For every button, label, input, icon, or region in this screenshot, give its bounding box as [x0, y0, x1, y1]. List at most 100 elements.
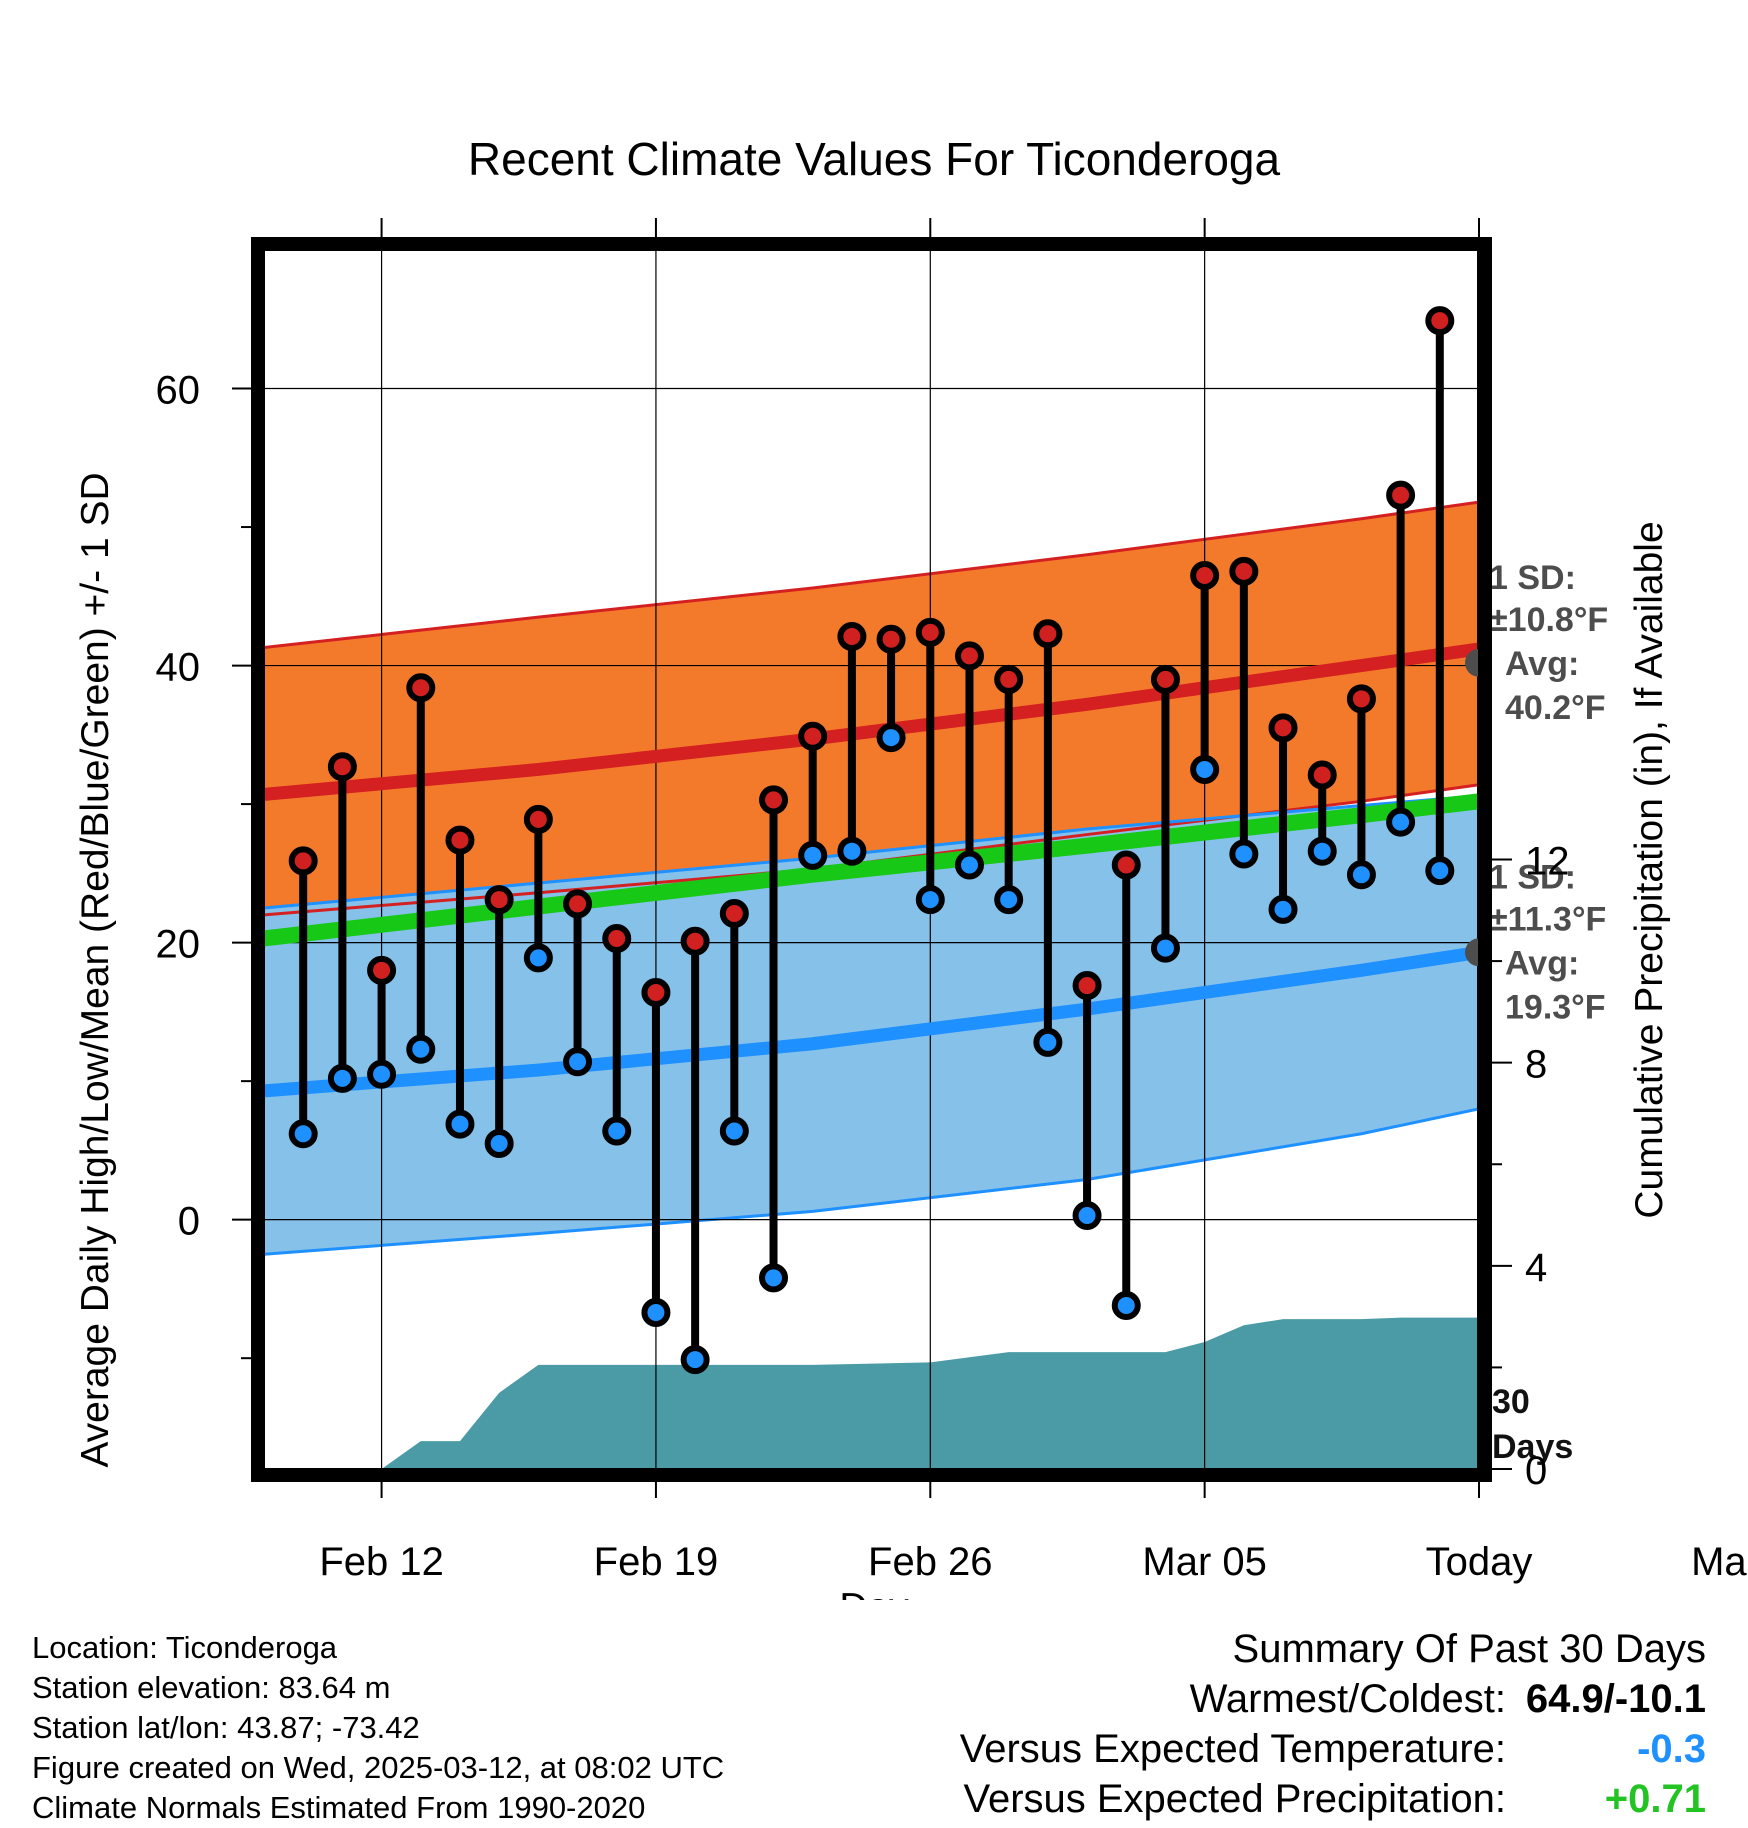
- low-avg-label: Avg:: [1505, 944, 1579, 982]
- climate-chart: Recent Climate Values For Ticonderoga 1 …: [74, 133, 1748, 1600]
- summary-heading: Summary Of Past 30 Days: [1232, 1627, 1706, 1671]
- low-sd-label: 1 SD:: [1489, 858, 1576, 896]
- obs-high-point: [602, 923, 632, 953]
- obs-high-point: [1386, 480, 1416, 510]
- obs-low-point: [954, 850, 984, 880]
- obs-low-point: [1386, 807, 1416, 837]
- days-count: 30: [1492, 1383, 1530, 1421]
- low-avg-value: 19.3°F: [1505, 988, 1606, 1026]
- summary-prcp-label: Versus Expected Precipitation:: [963, 1777, 1506, 1821]
- obs-low-point: [523, 943, 553, 973]
- x-tick-label: Feb 12: [319, 1540, 444, 1584]
- obs-high-point: [1111, 850, 1141, 880]
- plot-area: 1 SD: ±10.8°F Avg: 40.2°F 1 SD: ±11.3°F Avg: 19…: [156, 218, 1748, 1584]
- obs-high-point: [1190, 561, 1220, 591]
- obs-low-point: [1268, 894, 1298, 924]
- station-info: Location: Ticonderoga Station elevation:…: [32, 1628, 724, 1828]
- obs-low-point: [1346, 860, 1376, 890]
- obs-high-point: [915, 617, 945, 647]
- info-latlon: Station lat/lon: 43.87; -73.42: [32, 1710, 420, 1745]
- obs-high-point: [406, 673, 436, 703]
- obs-high-point: [445, 825, 475, 855]
- y2-tick-label: 12: [1525, 840, 1570, 884]
- summary-temp-label: Versus Expected Temperature:: [959, 1727, 1506, 1771]
- obs-high-point: [719, 899, 749, 929]
- obs-low-point: [641, 1297, 671, 1327]
- x-tick-label: Mar 19: [1691, 1540, 1748, 1584]
- low-upper-edge: [264, 794, 1479, 910]
- info-location: Location: Ticonderoga: [32, 1630, 338, 1665]
- y-tick-label: 20: [156, 923, 201, 967]
- y2-tick-label: 4: [1525, 1246, 1547, 1290]
- obs-low-point: [915, 885, 945, 915]
- high-sd-value: ±10.8°F: [1489, 601, 1608, 639]
- info-elevation: Station elevation: 83.64 m: [32, 1670, 391, 1705]
- y-axis-label: Average Daily High/Low/Mean (Red/Blue/Gr…: [74, 472, 117, 1467]
- low-lower-edge: [264, 1107, 1479, 1256]
- obs-high-point: [1229, 556, 1259, 586]
- obs-low-point: [484, 1128, 514, 1158]
- x-tick-label: Mar 05: [1142, 1540, 1267, 1584]
- summary-warm-row: Warmest/Coldest: 64.9/-10.1: [960, 1674, 1706, 1724]
- obs-low-point: [1425, 856, 1455, 886]
- obs-high-point: [523, 804, 553, 834]
- obs-low-point: [367, 1059, 397, 1089]
- obs-low-point: [994, 885, 1024, 915]
- summary-warm-value: 64.9/-10.1: [1525, 1677, 1706, 1721]
- obs-low-point: [1229, 839, 1259, 869]
- obs-low-point: [327, 1063, 357, 1093]
- obs-high-point: [876, 624, 906, 654]
- chart-title: Recent Climate Values For Ticonderoga: [468, 133, 1281, 185]
- obs-low-point: [1190, 754, 1220, 784]
- high-sd-label: 1 SD:: [1489, 559, 1576, 597]
- obs-low-point: [602, 1116, 632, 1146]
- y-tick-label: 0: [178, 1200, 200, 1244]
- obs-high-point: [1072, 971, 1102, 1001]
- obs-high-point: [641, 977, 671, 1007]
- x-tick-label: Feb 26: [868, 1540, 993, 1584]
- obs-high-point: [1425, 306, 1455, 336]
- high-sd-band: [264, 502, 1479, 915]
- obs-low-point: [680, 1345, 710, 1375]
- obs-low-point: [1307, 836, 1337, 866]
- summary-warm-label: Warmest/Coldest:: [1189, 1677, 1506, 1721]
- y2-tick-label: 0: [1525, 1449, 1547, 1493]
- y-tick-label: 60: [156, 369, 201, 413]
- obs-low-point: [445, 1109, 475, 1139]
- obs-low-point: [406, 1034, 436, 1064]
- obs-low-point: [719, 1116, 749, 1146]
- summary-temp-value: -0.3: [1637, 1727, 1706, 1771]
- y2-tick-label: 8: [1525, 1043, 1547, 1087]
- obs-high-point: [1346, 684, 1376, 714]
- obs-high-point: [680, 926, 710, 956]
- obs-high-point: [994, 664, 1024, 694]
- y-tick-label: 40: [156, 646, 201, 690]
- obs-low-point: [563, 1047, 593, 1077]
- today-high-avg-marker: [1465, 648, 1479, 677]
- summary-prcp-row: Versus Expected Precipitation: +0.71: [960, 1774, 1706, 1824]
- x-tick-label: Feb 19: [594, 1540, 719, 1584]
- obs-high-point: [288, 846, 318, 876]
- y2-axis-label: Cumulative Precipitation (in), If Availa…: [1628, 521, 1671, 1218]
- summary-panel: Summary Of Past 30 Days Warmest/Coldest:…: [960, 1624, 1706, 1824]
- x-axis-label: Day: [839, 1586, 909, 1600]
- obs-high-point: [759, 785, 789, 815]
- obs-high-point: [1307, 760, 1337, 790]
- today-low-avg-marker: [1465, 938, 1479, 967]
- obs-high-point: [367, 955, 397, 985]
- obs-low-point: [759, 1263, 789, 1293]
- summary-temp-row: Versus Expected Temperature: -0.3: [960, 1724, 1706, 1774]
- obs-low-point: [288, 1119, 318, 1149]
- obs-high-point: [798, 721, 828, 751]
- high-avg-label: Avg:: [1505, 645, 1579, 683]
- obs-high-point: [1033, 619, 1063, 649]
- days-word: Days: [1492, 1428, 1573, 1466]
- high-upper-edge: [264, 500, 1479, 650]
- obs-high-point: [954, 641, 984, 671]
- obs-low-point: [798, 840, 828, 870]
- obs-high-point: [484, 885, 514, 915]
- obs-high-point: [1150, 664, 1180, 694]
- obs-low-point: [837, 836, 867, 866]
- x-tick-label: Today: [1426, 1540, 1533, 1584]
- obs-high-point: [327, 752, 357, 782]
